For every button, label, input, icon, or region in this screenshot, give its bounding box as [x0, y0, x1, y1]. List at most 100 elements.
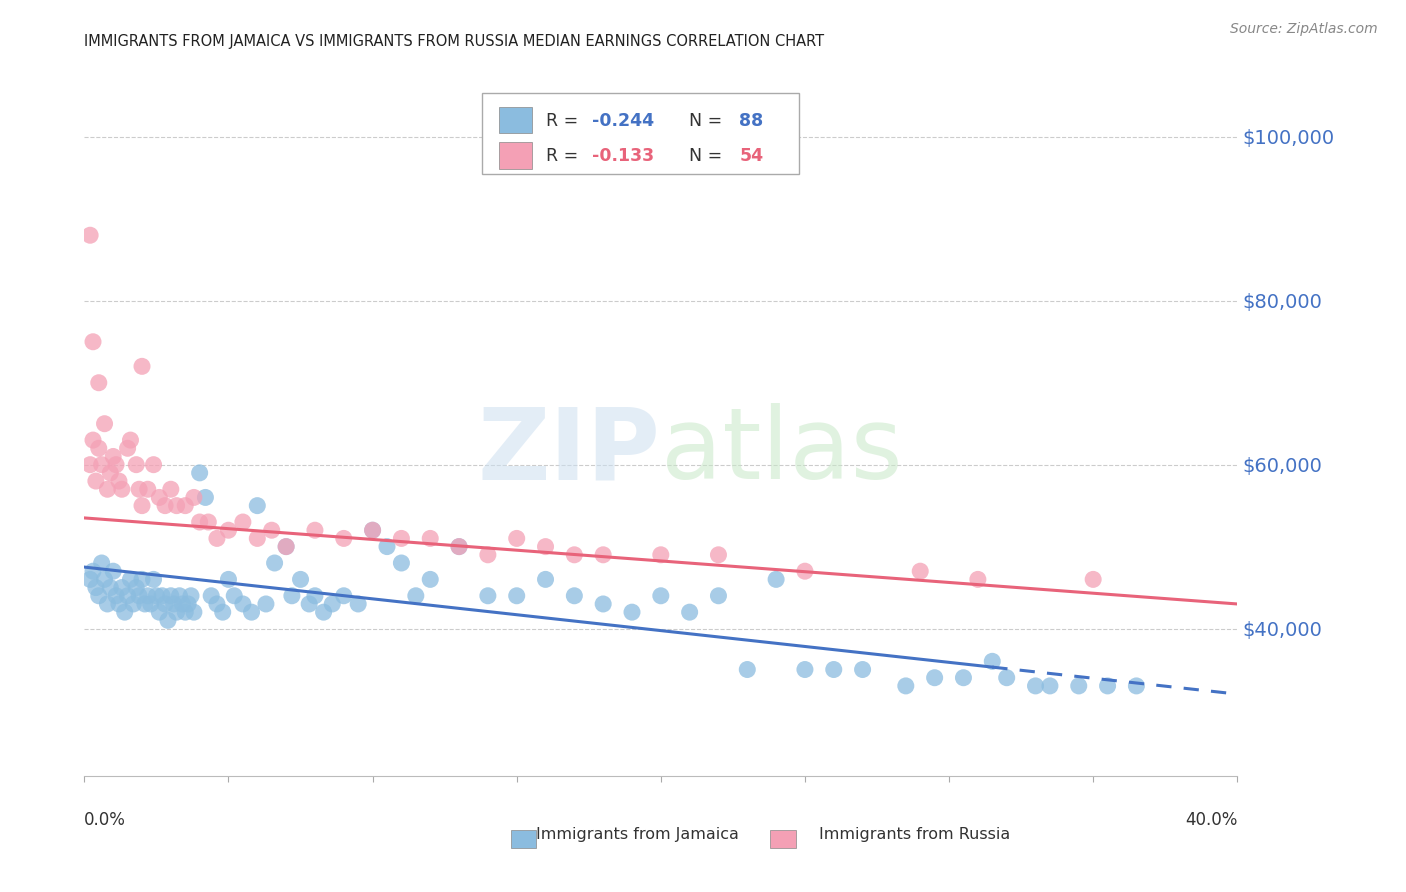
- Point: [200, 589, 222, 603]
- Point: [98, 581, 121, 595]
- Point: [218, 573, 240, 587]
- Point: [823, 663, 845, 677]
- Point: [82, 564, 104, 578]
- Point: [224, 589, 246, 603]
- Point: [134, 597, 156, 611]
- Point: [304, 523, 326, 537]
- Text: Immigrants from Jamaica: Immigrants from Jamaica: [536, 828, 740, 842]
- FancyBboxPatch shape: [510, 830, 536, 848]
- Point: [391, 532, 413, 546]
- Point: [148, 605, 170, 619]
- Point: [506, 532, 529, 546]
- Point: [79, 458, 101, 472]
- Point: [347, 597, 370, 611]
- Text: 88: 88: [740, 112, 763, 129]
- Point: [333, 589, 356, 603]
- Point: [128, 482, 150, 496]
- Point: [82, 433, 104, 447]
- Point: [131, 499, 153, 513]
- Point: [246, 532, 269, 546]
- Point: [111, 482, 134, 496]
- Point: [142, 573, 165, 587]
- Point: [174, 499, 197, 513]
- Point: [96, 597, 118, 611]
- Point: [375, 540, 398, 554]
- Point: [122, 597, 145, 611]
- Point: [794, 564, 817, 578]
- Point: [90, 556, 112, 570]
- Point: [87, 589, 110, 603]
- Text: Immigrants from Russia: Immigrants from Russia: [818, 828, 1010, 842]
- Point: [449, 540, 471, 554]
- Point: [84, 474, 107, 488]
- Text: -0.133: -0.133: [592, 147, 654, 165]
- Point: [103, 564, 124, 578]
- Point: [592, 597, 614, 611]
- Point: [160, 589, 183, 603]
- Point: [105, 589, 128, 603]
- Point: [90, 458, 112, 472]
- Point: [391, 556, 413, 570]
- Point: [188, 466, 211, 480]
- Point: [183, 491, 205, 505]
- Point: [142, 458, 165, 472]
- Point: [105, 458, 128, 472]
- Point: [117, 589, 139, 603]
- Point: [82, 334, 104, 349]
- FancyBboxPatch shape: [499, 142, 531, 169]
- Text: R =: R =: [546, 147, 589, 165]
- Point: [679, 605, 702, 619]
- Point: [79, 573, 101, 587]
- Point: [163, 597, 186, 611]
- Point: [136, 482, 159, 496]
- Point: [534, 573, 557, 587]
- Point: [361, 523, 384, 537]
- Point: [1097, 679, 1119, 693]
- Point: [477, 548, 499, 562]
- Point: [534, 540, 557, 554]
- Point: [333, 532, 356, 546]
- Point: [111, 581, 134, 595]
- Point: [125, 581, 148, 595]
- Point: [79, 228, 101, 243]
- Point: [108, 597, 131, 611]
- Point: [166, 499, 188, 513]
- Point: [148, 491, 170, 505]
- Point: [108, 474, 131, 488]
- Point: [211, 605, 233, 619]
- Point: [707, 548, 730, 562]
- Point: [1125, 679, 1147, 693]
- Point: [419, 532, 441, 546]
- Point: [240, 605, 263, 619]
- Point: [995, 671, 1018, 685]
- Point: [737, 663, 759, 677]
- Point: [1039, 679, 1062, 693]
- Point: [136, 589, 159, 603]
- Point: [131, 359, 153, 374]
- Point: [145, 589, 167, 603]
- Point: [254, 597, 277, 611]
- Point: [894, 679, 917, 693]
- Point: [621, 605, 644, 619]
- Text: ZIP: ZIP: [478, 403, 661, 500]
- Point: [263, 556, 285, 570]
- Text: IMMIGRANTS FROM JAMAICA VS IMMIGRANTS FROM RUSSIA MEDIAN EARNINGS CORRELATION CH: IMMIGRANTS FROM JAMAICA VS IMMIGRANTS FR…: [84, 35, 824, 49]
- Point: [169, 589, 191, 603]
- Text: R =: R =: [546, 112, 583, 129]
- Text: 40.0%: 40.0%: [1185, 812, 1237, 830]
- Point: [87, 376, 110, 390]
- Point: [232, 515, 254, 529]
- Point: [765, 573, 787, 587]
- Point: [650, 548, 672, 562]
- Point: [180, 589, 202, 603]
- Point: [276, 540, 298, 554]
- Point: [794, 663, 817, 677]
- Point: [183, 605, 205, 619]
- Point: [172, 597, 194, 611]
- Point: [981, 654, 1004, 668]
- Point: [290, 573, 312, 587]
- Point: [205, 532, 228, 546]
- Point: [139, 597, 162, 611]
- Point: [564, 548, 586, 562]
- Point: [131, 573, 153, 587]
